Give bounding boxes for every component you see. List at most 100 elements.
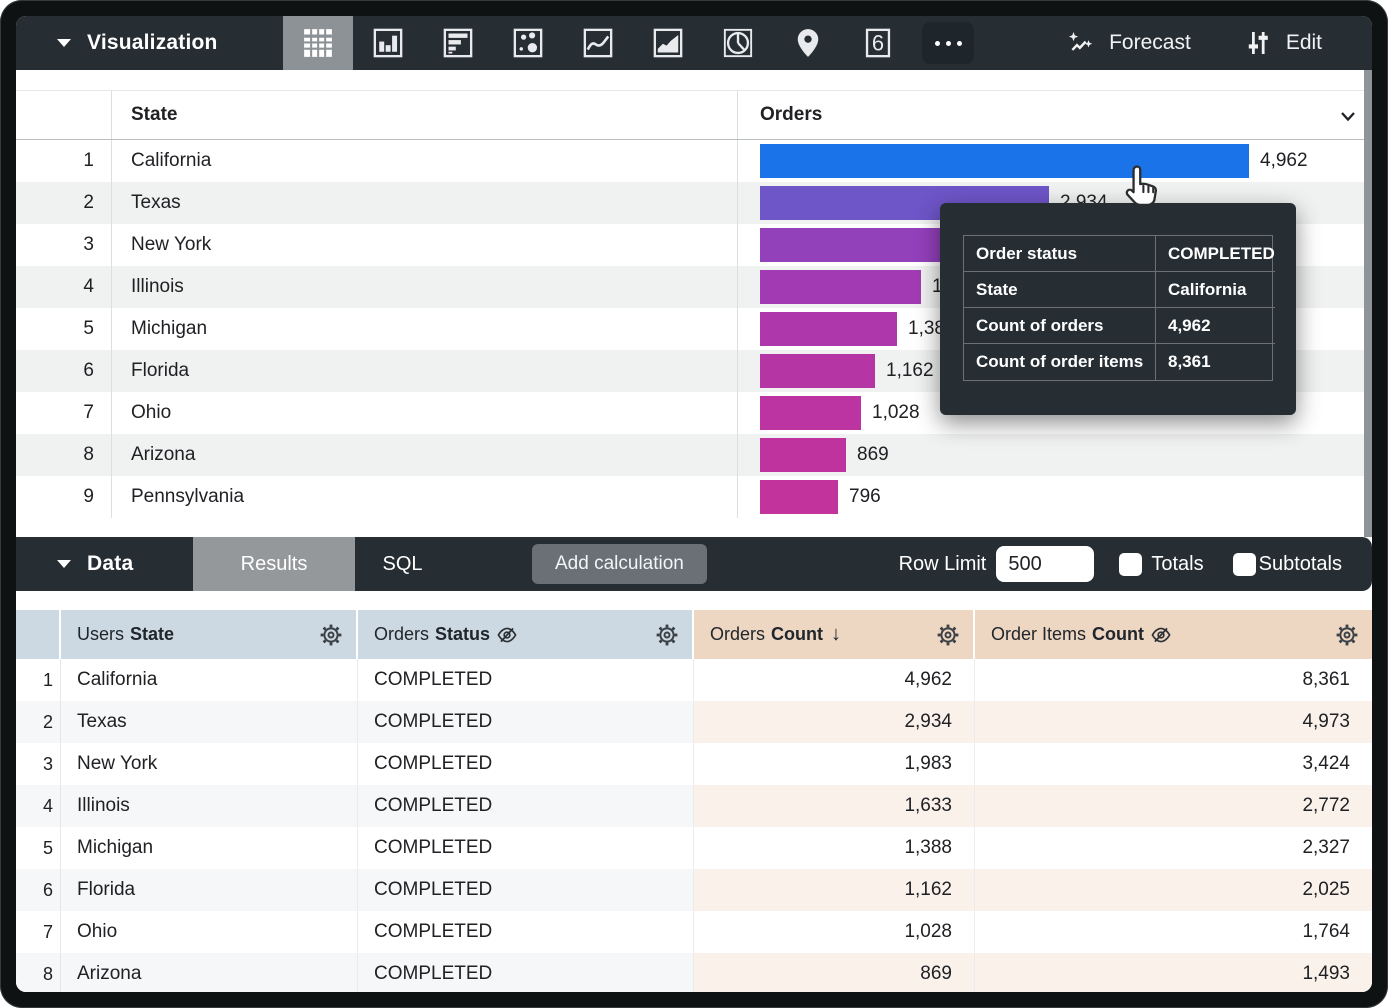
column-chart-icon: [373, 28, 403, 58]
gear-icon[interactable]: [654, 622, 680, 648]
results-table: Users State: [16, 610, 1372, 992]
state-cell: California: [61, 659, 358, 701]
orders-bar[interactable]: [760, 228, 955, 262]
subtotals-checkbox[interactable]: [1232, 552, 1256, 576]
visualization-section-toggle[interactable]: Visualization: [16, 16, 283, 70]
tab-sql[interactable]: SQL: [382, 552, 423, 575]
viz-type-scatter-button[interactable]: [493, 16, 563, 70]
row-limit-input[interactable]: [996, 546, 1095, 582]
orders-bar[interactable]: [760, 144, 1249, 178]
viz-row-number: 4: [16, 266, 112, 308]
viz-row-number: 1: [16, 140, 112, 182]
state-cell: Ohio: [61, 911, 358, 953]
data-toolbar-right: Row Limit Totals Subtotals: [899, 546, 1372, 582]
order-items-count-cell: 2,025: [975, 869, 1372, 911]
more-icon: [922, 22, 974, 64]
column-header-orders-status[interactable]: Orders Status: [358, 610, 694, 659]
forecast-label: Forecast: [1109, 31, 1191, 54]
orders-bar[interactable]: [760, 396, 861, 430]
hover-tooltip: Order status COMPLETED State California Coun…: [940, 203, 1296, 415]
chevron-down-icon[interactable]: [1336, 104, 1360, 128]
viz-type-single-value-button[interactable]: 6: [843, 16, 913, 70]
tooltip-label: Count of order items: [964, 344, 1156, 380]
status-cell: COMPLETED: [358, 953, 694, 992]
add-calculation-button[interactable]: Add calculation: [532, 544, 707, 584]
tooltip-label: Order status: [964, 236, 1156, 272]
table-row: 1 California COMPLETED 4,962 8,361: [16, 659, 1372, 701]
viz-type-map-button[interactable]: [773, 16, 843, 70]
forecast-button[interactable]: Forecast: [1066, 28, 1191, 58]
viz-state-cell: Ohio: [112, 392, 738, 434]
viz-state-cell: Texas: [112, 182, 738, 224]
edit-button[interactable]: Edit: [1243, 28, 1322, 58]
state-cell: Michigan: [61, 827, 358, 869]
gear-icon[interactable]: [318, 622, 344, 648]
row-number: 5: [16, 827, 61, 869]
table-row: 5 Michigan COMPLETED 1,388 2,327: [16, 827, 1372, 869]
table-row: 4 Illinois COMPLETED 1,633 2,772: [16, 785, 1372, 827]
scatter-plot-icon: [513, 28, 543, 58]
orders-bar[interactable]: [760, 270, 921, 304]
viz-scrollbar[interactable]: [1364, 70, 1372, 537]
viz-row-number-header: [16, 91, 112, 139]
data-section-toggle[interactable]: Data: [16, 537, 193, 591]
subtotals-label: Subtotals: [1258, 552, 1342, 575]
state-cell: Arizona: [61, 953, 358, 992]
tooltip-value: California: [1156, 272, 1275, 308]
column-header-users-state[interactable]: Users State: [61, 610, 358, 659]
bar-chart-icon: [443, 28, 473, 58]
orders-bar-value: 1,162: [886, 360, 934, 381]
orders-count-cell: 1,633: [694, 785, 975, 827]
viz-orders-cell: 4,962: [738, 140, 1372, 182]
state-cell: Florida: [61, 869, 358, 911]
tooltip-label: Count of orders: [964, 308, 1156, 344]
orders-bar[interactable]: [760, 312, 897, 346]
viz-type-bar-chart-button[interactable]: [423, 16, 493, 70]
viz-orders-cell: 869: [738, 434, 1372, 476]
tooltip-value: 4,962: [1156, 308, 1275, 344]
visualization-toolbar: Visualization: [16, 16, 1372, 70]
visualization-title: Visualization: [87, 31, 218, 54]
state-cell: Texas: [61, 701, 358, 743]
viz-type-pie-chart-button[interactable]: [703, 16, 773, 70]
collapse-triangle-icon: [57, 39, 71, 47]
orders-bar[interactable]: [760, 480, 838, 514]
column-header-orders-count[interactable]: Orders Count ↓: [694, 610, 975, 659]
gear-icon[interactable]: [935, 622, 961, 648]
viz-state-cell: New York: [112, 224, 738, 266]
orders-count-cell: 869: [694, 953, 975, 992]
viz-orders-cell: 796: [738, 476, 1372, 518]
orders-bar[interactable]: [760, 354, 875, 388]
viz-table-row: 9 Pennsylvania 796: [16, 476, 1372, 518]
results-table-header: Users State: [16, 610, 1372, 659]
toolbar-actions: Forecast Edit: [1066, 16, 1372, 70]
tab-results[interactable]: Results: [193, 537, 355, 591]
viz-type-more-button[interactable]: [913, 16, 983, 70]
viz-type-area-chart-button[interactable]: [633, 16, 703, 70]
order-items-count-cell: 2,772: [975, 785, 1372, 827]
single-value-icon: 6: [865, 28, 891, 58]
tooltip-label: State: [964, 272, 1156, 308]
viz-state-cell: Michigan: [112, 308, 738, 350]
orders-bar[interactable]: [760, 438, 846, 472]
row-number: 8: [16, 953, 61, 992]
viz-type-column-chart-button[interactable]: [353, 16, 423, 70]
column-header-order-items-count[interactable]: Order Items Count: [975, 610, 1372, 659]
viz-state-column-header[interactable]: State: [112, 91, 738, 139]
viz-type-line-chart-button[interactable]: [563, 16, 633, 70]
viz-orders-column-header[interactable]: Orders: [738, 91, 1372, 139]
gear-icon[interactable]: [1334, 622, 1360, 648]
order-items-count-cell: 3,424: [1302, 753, 1350, 774]
viz-type-table-button[interactable]: [283, 16, 353, 70]
viz-row-number: 6: [16, 350, 112, 392]
totals-checkbox[interactable]: [1119, 552, 1143, 576]
tooltip-value: COMPLETED: [1156, 236, 1275, 272]
viz-row-number: 7: [16, 392, 112, 434]
viz-table-row: 1 California 4,962: [16, 140, 1372, 182]
edit-settings-icon: [1248, 32, 1268, 54]
viz-row-number: 8: [16, 434, 112, 476]
eye-slash-icon: [1151, 627, 1171, 642]
row-number: 7: [16, 911, 61, 953]
data-table-body: 1 California COMPLETED 4,962 8,361 2 Texas COMP…: [16, 659, 1372, 992]
area-chart-icon: [653, 28, 683, 58]
